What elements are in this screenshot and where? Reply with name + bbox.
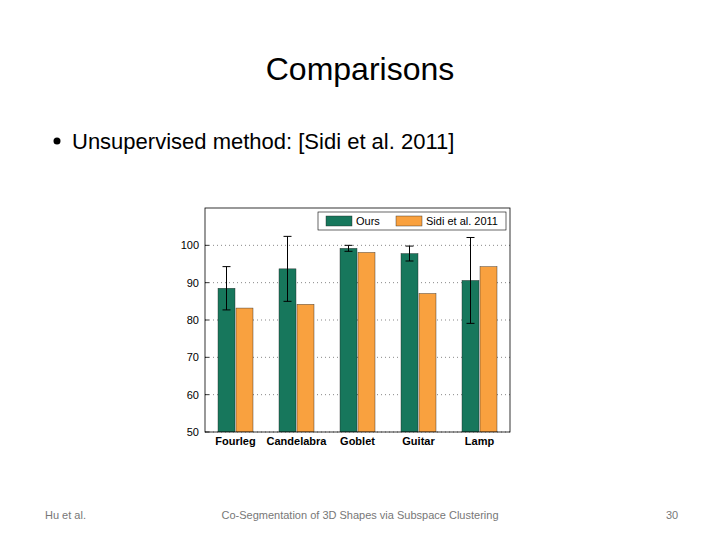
page-number: 30 <box>666 509 678 521</box>
y-tick <box>205 245 209 246</box>
bar <box>297 304 314 432</box>
y-tick-label: 80 <box>187 314 199 326</box>
y-tick <box>205 320 209 321</box>
error-cap <box>284 236 292 237</box>
x-tick-label: Fourleg <box>215 435 255 447</box>
legend-label: Sidi et al. 2011 <box>426 215 498 227</box>
grid-line <box>205 245 510 246</box>
error-stem <box>226 267 227 310</box>
error-cap <box>345 251 353 252</box>
error-cap <box>467 237 475 238</box>
y-tick <box>205 357 209 358</box>
slide: Comparisons Unsupervised method: [Sidi et… <box>0 0 720 540</box>
bullet-text: Unsupervised method: [Sidi et al. 2011] <box>72 129 454 154</box>
y-tick-label: 90 <box>187 277 199 289</box>
error-cap <box>223 266 231 267</box>
footer-left: Hu et al. <box>45 509 86 521</box>
y-tick-label: 50 <box>187 426 199 438</box>
error-cap <box>284 301 292 302</box>
error-stem <box>348 245 349 251</box>
error-cap <box>223 309 231 310</box>
legend: Ours Sidi et al. 2011 <box>318 212 506 230</box>
legend-box <box>318 212 506 230</box>
x-tick-label: Candelabra <box>267 435 328 447</box>
footer-center: Co-Segmentation of 3D Shapes via Subspac… <box>222 509 499 521</box>
x-tick-label: Goblet <box>340 435 375 447</box>
legend-label: Ours <box>356 215 380 227</box>
bullet-dot <box>54 138 61 145</box>
x-tick-label: Lamp <box>465 435 495 447</box>
legend-swatch <box>396 216 422 226</box>
bars <box>218 236 497 432</box>
error-bar <box>406 246 414 261</box>
bar <box>480 267 497 432</box>
error-bar <box>284 236 292 301</box>
bar <box>340 248 357 432</box>
plot-bg <box>205 208 510 432</box>
error-bar <box>467 237 475 323</box>
error-cap <box>345 245 353 246</box>
error-stem <box>409 246 410 261</box>
bar <box>358 252 375 432</box>
y-tick-label: 70 <box>187 351 199 363</box>
error-bar <box>345 245 353 251</box>
slide-title: Comparisons <box>266 51 455 87</box>
bar <box>401 254 418 432</box>
legend-swatch <box>326 216 352 226</box>
x-tick-label: Guitar <box>402 435 435 447</box>
error-cap <box>406 261 414 262</box>
error-bar <box>223 267 231 310</box>
error-cap <box>406 246 414 247</box>
bar <box>218 288 235 432</box>
y-tick <box>205 394 209 395</box>
error-cap <box>467 323 475 324</box>
error-stem <box>287 236 288 301</box>
bar <box>236 308 253 432</box>
y-tick <box>205 282 209 283</box>
y-tick-label: 60 <box>187 389 199 401</box>
bar <box>419 293 436 432</box>
error-stem <box>470 237 471 323</box>
y-tick-label: 100 <box>181 239 199 251</box>
plot-frame <box>205 208 510 432</box>
